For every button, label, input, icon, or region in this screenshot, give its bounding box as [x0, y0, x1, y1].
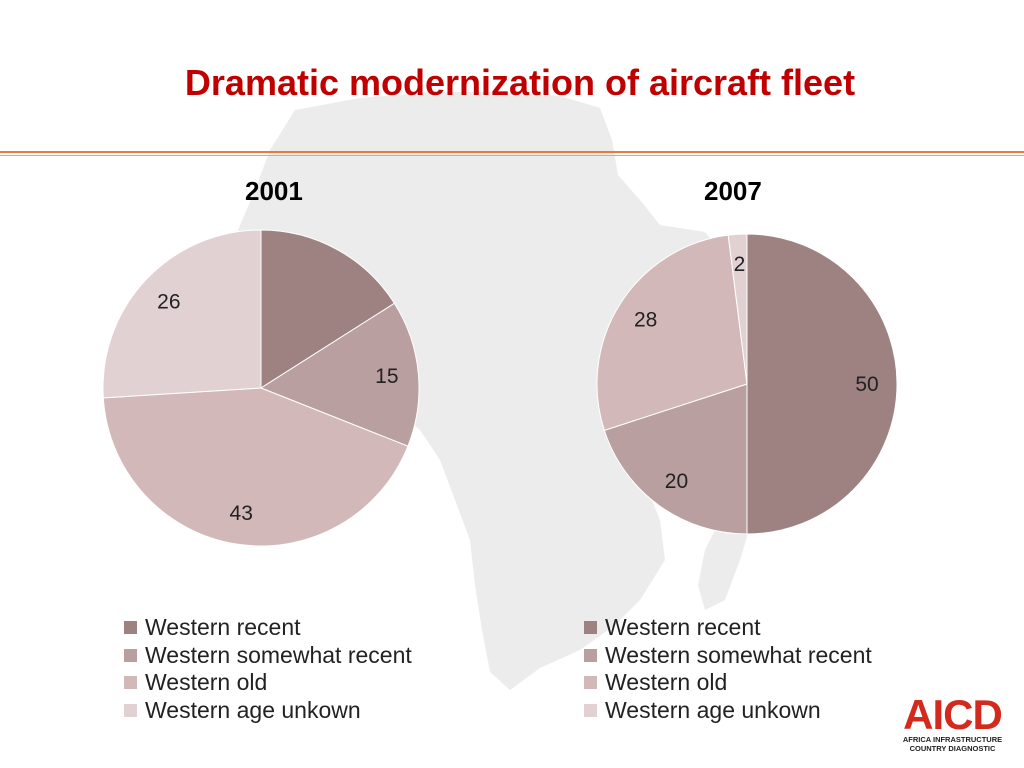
- title-divider: [0, 151, 1024, 153]
- legend-item-2001-western-recent: Western recent: [124, 614, 412, 642]
- legend-swatch: [584, 621, 597, 635]
- legend-label: Western recent: [605, 614, 761, 641]
- legend-swatch: [124, 703, 137, 717]
- data-label-2001-western-old: 43: [230, 502, 253, 525]
- title-divider-thin: [0, 155, 1024, 156]
- legend-swatch: [124, 648, 137, 662]
- legend-swatch: [584, 676, 597, 690]
- legend-swatch: [124, 676, 137, 690]
- legend-item-2007-western-old: Western old: [584, 669, 872, 697]
- pie-slice-2001-western-recent: [260, 229, 396, 389]
- legend-2007: Western recent Western somewhat recent Wes…: [584, 614, 872, 724]
- legend-item-2001-western-old: Western old: [124, 669, 412, 697]
- page-title: Dramatic modernization of aircraft fleet: [184, 62, 856, 103]
- data-label-2007-western-age-unkown: 2: [734, 253, 746, 276]
- legend-label: Western somewhat recent: [605, 641, 872, 668]
- legend-2001: Western recent Western somewhat recent Wes…: [124, 614, 412, 724]
- data-label-2007-western-somewhat-recent: 20: [665, 470, 688, 493]
- pie-slice-2001-western-age-unkown: [102, 229, 262, 399]
- aicd-logo: AICD AFRICA INFRASTRUCTURE COUNTRY DIAGN…: [895, 691, 1010, 754]
- legend-item-2001-western-somewhat-recent: Western somewhat recent: [124, 642, 412, 670]
- legend-item-2007-western-recent: Western recent: [584, 614, 872, 642]
- legend-item-2007-western-somewhat-recent: Western somewhat recent: [584, 642, 872, 670]
- aicd-logo-line2: COUNTRY DIAGNOSTIC: [909, 744, 996, 753]
- legend-label: Western somewhat recent: [145, 641, 412, 668]
- data-label-2007-western-recent: 50: [855, 373, 878, 396]
- legend-label: Western recent: [145, 614, 301, 641]
- pie-slice-2007-western-old: [596, 234, 748, 431]
- legend-swatch: [584, 648, 597, 662]
- data-label-2001-western-somewhat-recent: 15: [375, 365, 398, 388]
- pie-slice-2001-western-somewhat-recent: [259, 302, 420, 447]
- pie-chart-2001: 15 43 26: [102, 229, 420, 547]
- legend-label: Western age unkown: [605, 696, 821, 723]
- data-label-2007-western-old: 28: [634, 309, 657, 332]
- legend-label: Western age unkown: [145, 696, 361, 723]
- legend-item-2001-western-age-unkown: Western age unkown: [124, 697, 412, 725]
- pie-slice-2007-western-somewhat-recent: [603, 383, 748, 535]
- pie-slice-2007-western-recent: [746, 233, 898, 535]
- africa-mainland-shape: [232, 92, 720, 690]
- chart-title-2001: 2001: [245, 176, 303, 206]
- chart-title-2007: 2007: [704, 176, 762, 206]
- legend-item-2007-western-age-unkown: Western age unkown: [584, 697, 872, 725]
- aicd-logo-line1: AFRICA INFRASTRUCTURE: [902, 735, 1003, 744]
- legend-swatch: [584, 703, 597, 717]
- pie-slice-2007-western-age-unkown: [727, 233, 748, 385]
- pie-slice-2001-western-old: [102, 387, 409, 547]
- pie-chart-2007: 50 20 28 2: [596, 233, 898, 535]
- legend-label: Western old: [605, 669, 728, 696]
- data-label-2001-western-age-unkown: 26: [157, 290, 180, 313]
- aicd-logo-mark: AICD: [903, 691, 1003, 738]
- legend-label: Western old: [145, 669, 268, 696]
- legend-swatch: [124, 621, 137, 635]
